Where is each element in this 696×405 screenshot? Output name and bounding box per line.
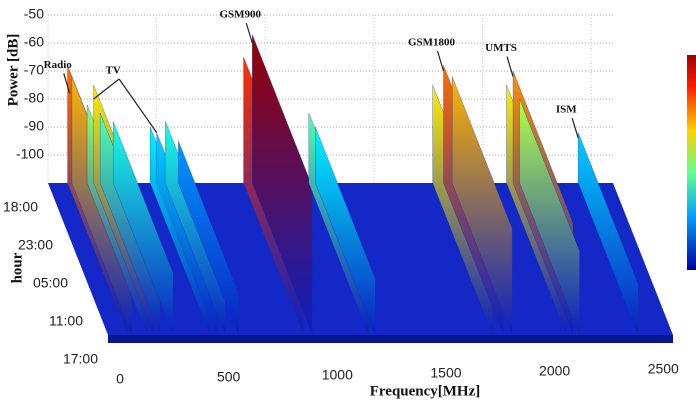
- hour-label: 17:00: [63, 351, 98, 367]
- spectrum-ribbon: [452, 76, 513, 336]
- y-tick-label: -70: [24, 62, 44, 78]
- annotation: TV: [106, 65, 121, 77]
- x-tick-label: 500: [217, 369, 241, 385]
- hour-label: 05:00: [33, 275, 68, 291]
- spectrum-ribbon: [252, 34, 313, 336]
- y-tick-label: -80: [24, 90, 44, 106]
- spectrum-ribbon: [113, 121, 174, 336]
- annotation: GSM1800: [408, 37, 456, 49]
- annotation: UMTS: [485, 42, 517, 54]
- hour-label: 23:00: [18, 237, 53, 253]
- annotation: Radio: [44, 59, 73, 71]
- floor-edge: [108, 335, 673, 343]
- annotation: GSM900: [219, 9, 261, 21]
- spectrum-ribbon: [519, 98, 580, 336]
- annotation-arrow: [571, 118, 579, 139]
- spectrum-ribbon: [315, 126, 376, 336]
- spectrum-ribbon: [578, 132, 639, 336]
- annotation: ISM: [556, 104, 577, 116]
- annotation-arrow: [118, 78, 158, 133]
- spectrum-ribbon: [178, 140, 239, 336]
- x-axis-title: Frequency[MHz]: [370, 383, 481, 399]
- z-axis-title: hour: [9, 252, 25, 283]
- x-tick-label: 2000: [539, 363, 570, 379]
- annotation-arrow: [436, 50, 445, 72]
- y-tick-label: -100: [16, 146, 44, 162]
- hour-label: 11:00: [49, 313, 83, 329]
- hour-label: 18:00: [3, 199, 38, 215]
- x-tick-label: 1500: [430, 365, 461, 381]
- y-axis-title: Power [dB]: [5, 34, 21, 107]
- y-tick-label: -90: [24, 118, 44, 134]
- colorbar: [687, 55, 696, 270]
- x-tick-label: 0: [116, 371, 124, 387]
- annotation-arrow: [245, 22, 253, 44]
- annotation-arrow: [63, 73, 71, 94]
- y-tick-label: -50: [24, 6, 44, 22]
- x-tick-label: 1000: [322, 367, 353, 383]
- annotation-arrow: [93, 78, 120, 100]
- y-tick-label: -60: [24, 34, 44, 50]
- x-tick-label: 2500: [648, 361, 679, 377]
- annotation-arrow: [506, 56, 514, 77]
